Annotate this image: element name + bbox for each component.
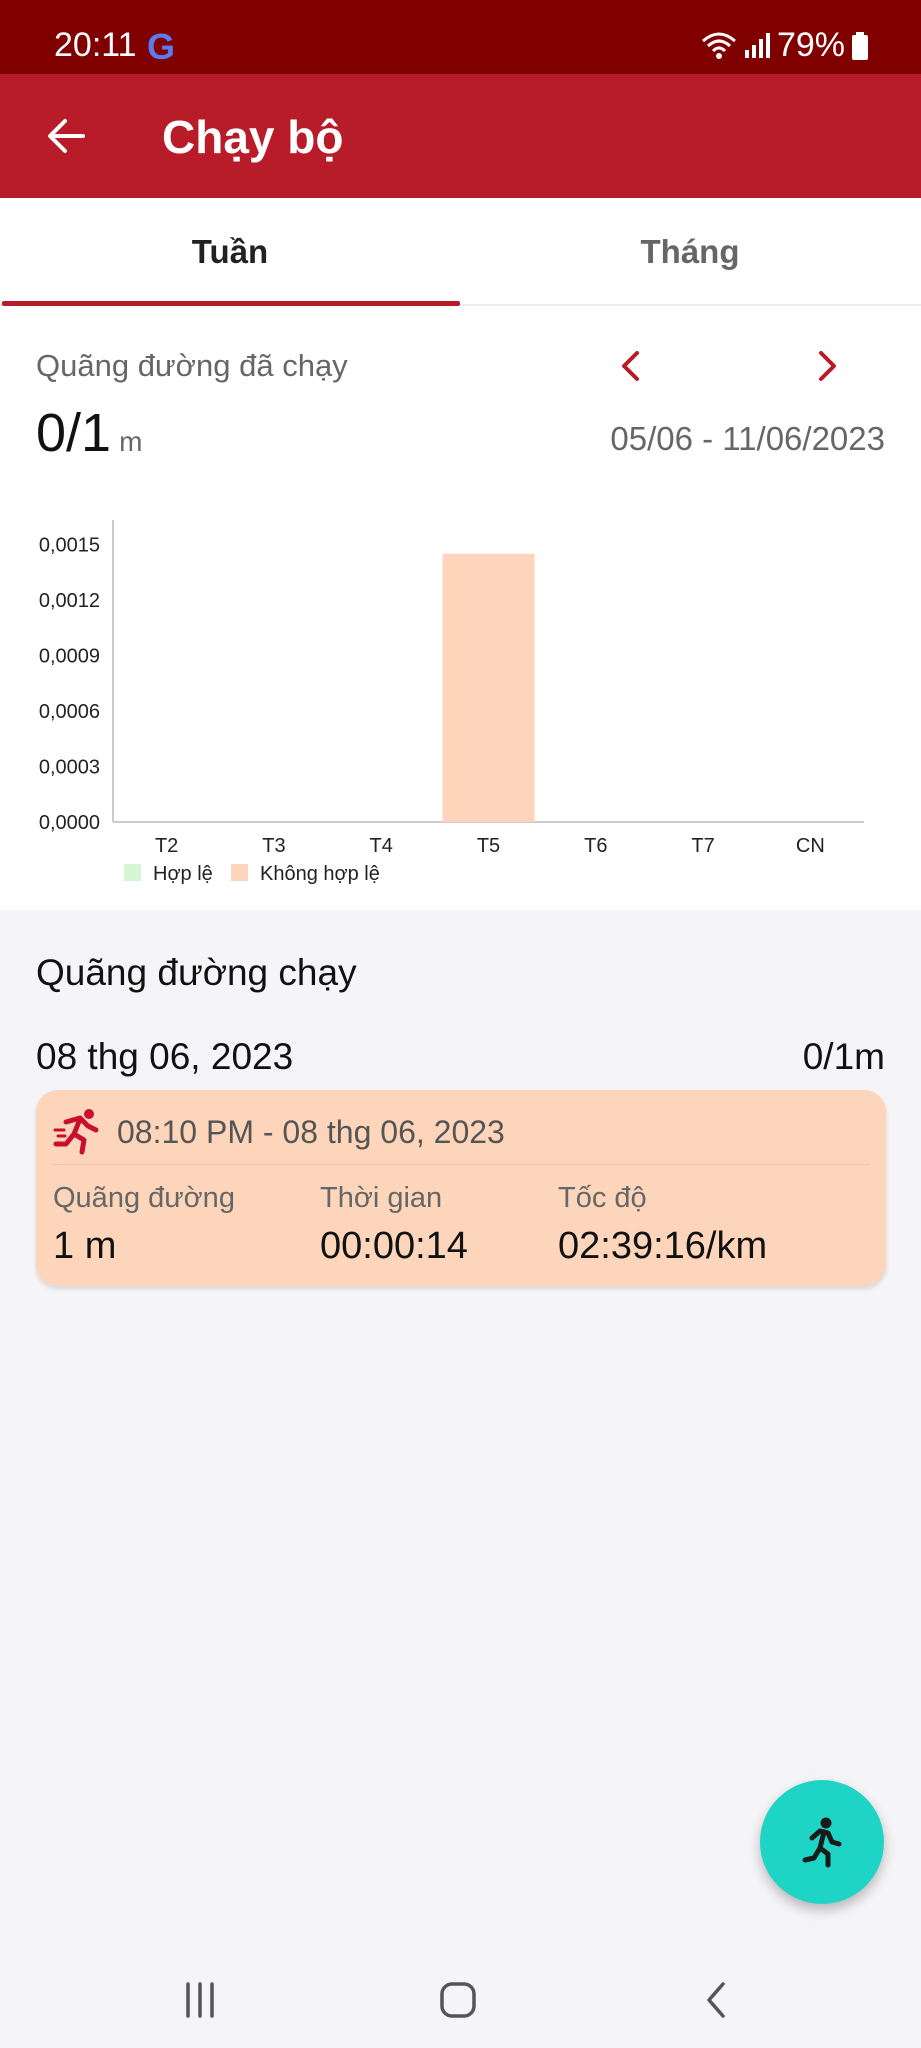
start-run-button[interactable] bbox=[760, 1780, 884, 1904]
x-tick-label: CN bbox=[796, 835, 825, 857]
tab-week-label: Tuần bbox=[191, 233, 269, 270]
arrow-left-icon bbox=[48, 119, 85, 153]
battery-icon bbox=[852, 31, 868, 60]
stat-duration-value: 00:00:14 bbox=[320, 1225, 468, 1267]
back-button[interactable] bbox=[34, 104, 98, 168]
stat-pace-value: 02:39:16/km bbox=[558, 1225, 768, 1267]
chevron-left-icon bbox=[622, 351, 639, 381]
battery-percent: 79% bbox=[776, 26, 845, 64]
recent-apps-button[interactable] bbox=[160, 1970, 240, 2030]
day-total: 0/1m bbox=[802, 1036, 885, 1077]
back-icon bbox=[707, 1982, 725, 2018]
x-tick-label: T2 bbox=[155, 835, 178, 857]
x-tick-label: T3 bbox=[262, 835, 285, 857]
system-nav-bar bbox=[0, 1948, 921, 2048]
status-indicators: 79% bbox=[701, 26, 869, 65]
app-bar: Chạy bộ bbox=[0, 74, 921, 198]
distance-run-number: 0/1 bbox=[36, 403, 112, 463]
tab-bar: Tuần Tháng bbox=[0, 198, 921, 306]
page-title: Chạy bộ bbox=[162, 111, 344, 163]
section-title: Quãng đường chạy bbox=[36, 952, 357, 993]
run-time: 08:10 PM - 08 thg 06, 2023 bbox=[117, 1114, 505, 1150]
runner-icon bbox=[53, 1109, 99, 1155]
status-time: 20:11 bbox=[54, 26, 137, 64]
x-tick-label: T5 bbox=[477, 835, 500, 857]
legend-label: Hợp lệ bbox=[153, 863, 213, 885]
x-tick-label: T7 bbox=[691, 835, 714, 857]
status-bar: 20:11 G 79% bbox=[0, 0, 921, 74]
y-tick-label: 0,0006 bbox=[39, 701, 100, 723]
day-label: 08 thg 06, 2023 bbox=[36, 1036, 294, 1077]
legend-swatch bbox=[231, 864, 248, 881]
summary-panel: Quãng đường đã chạy 0/1 m 05/06 - 11/06/2… bbox=[0, 306, 921, 910]
weekly-distance-chart: 0,0000 0,0003 0,0006 0,0009 0,0012 0,0015 T2 T3… bbox=[39, 520, 864, 885]
stat-pace: Tốc độ 02:39:16/km bbox=[558, 1182, 767, 1268]
tab-month[interactable]: Tháng bbox=[460, 198, 920, 306]
system-back-button[interactable] bbox=[676, 1970, 756, 2030]
tab-week[interactable]: Tuần bbox=[0, 198, 460, 306]
stat-distance: Quãng đường 1 m bbox=[53, 1182, 235, 1268]
legend-label: Không hợp lệ bbox=[260, 863, 380, 885]
home-icon bbox=[440, 1982, 476, 2018]
prev-week-button[interactable] bbox=[604, 336, 656, 396]
google-icon: G bbox=[147, 26, 176, 67]
card-divider bbox=[52, 1164, 870, 1165]
wifi-icon bbox=[701, 32, 736, 59]
stat-distance-label: Quãng đường bbox=[53, 1182, 235, 1214]
x-tick-label: T4 bbox=[370, 835, 393, 857]
runner-icon bbox=[802, 1817, 842, 1868]
y-tick-label: 0,0012 bbox=[39, 590, 100, 612]
next-week-button[interactable] bbox=[802, 336, 854, 396]
tab-indicator bbox=[2, 301, 460, 306]
chevron-right-icon bbox=[819, 351, 836, 381]
y-tick-label: 0,0003 bbox=[39, 757, 100, 779]
distance-run-label: Quãng đường đã chạy bbox=[36, 348, 348, 383]
y-tick-label: 0,0015 bbox=[39, 535, 100, 557]
run-card[interactable]: 08:10 PM - 08 thg 06, 2023 Quãng đường 1… bbox=[36, 1090, 886, 1286]
x-tick-label: T6 bbox=[584, 835, 607, 857]
stat-distance-value: 1 m bbox=[53, 1225, 117, 1267]
recents-icon bbox=[186, 1982, 214, 2018]
home-button[interactable] bbox=[418, 1970, 498, 2030]
tab-month-label: Tháng bbox=[640, 233, 740, 270]
distance-run-unit: m bbox=[119, 426, 143, 457]
signal-icon bbox=[744, 32, 770, 58]
y-tick-label: 0,0009 bbox=[39, 646, 100, 668]
bar bbox=[442, 553, 535, 822]
date-range: 05/06 - 11/06/2023 bbox=[610, 420, 885, 457]
y-tick-label: 0,0000 bbox=[39, 812, 100, 834]
legend-swatch bbox=[124, 864, 141, 881]
stat-pace-label: Tốc độ bbox=[558, 1182, 647, 1214]
stat-duration: Thời gian 00:00:14 bbox=[320, 1182, 468, 1268]
distance-run-value: 0/1 m bbox=[36, 402, 142, 464]
stat-duration-label: Thời gian bbox=[320, 1182, 443, 1214]
